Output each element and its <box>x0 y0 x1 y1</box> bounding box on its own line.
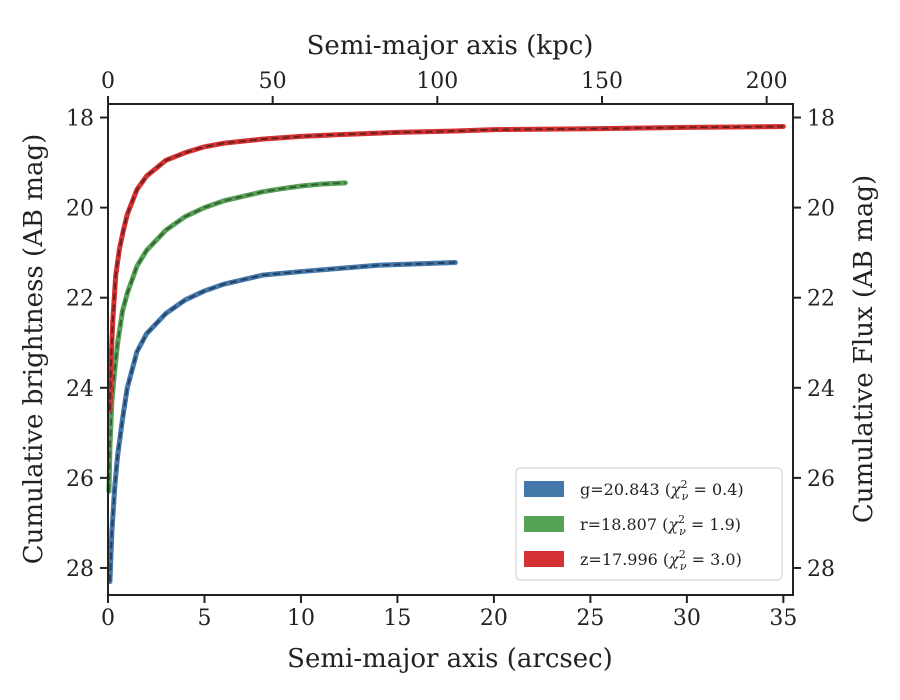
top-x-axis-title: Semi-major axis (kpc) <box>307 31 594 61</box>
y-axis-title: Cumulative brightness (AB mag) <box>19 134 49 565</box>
curves-layer <box>106 124 786 584</box>
legend-swatch-1 <box>524 516 564 532</box>
ticks-layer: 0 5 10 15 20 25 30 35 0 50 100 150 200 18 18 20 20 22 22 24… <box>66 69 835 631</box>
legend-label-2: z=17.996 (χ2 ν = 3.0) <box>580 548 742 573</box>
plot-frame <box>107 103 794 596</box>
right-y-axis-title: Cumulative Flux (AB mag) <box>849 175 879 523</box>
right-y-tick-label: 18 <box>807 107 835 132</box>
series-model-line-0 <box>108 261 456 582</box>
series-line-0 <box>107 260 458 584</box>
right-y-tick-label: 28 <box>807 557 835 582</box>
legend-swatch-2 <box>524 551 564 567</box>
series-model-line-2 <box>108 125 784 411</box>
top-x-tick-label: 0 <box>101 69 115 94</box>
y-tick-label: 22 <box>66 287 94 312</box>
x-axis-title: Semi-major axis (arcsec) <box>287 644 613 674</box>
top-x-tick-label: 200 <box>746 69 788 94</box>
y-tick-label: 20 <box>66 197 94 222</box>
top-x-tick-label: 50 <box>259 69 287 94</box>
x-tick-label: 5 <box>197 606 211 631</box>
x-tick-label: 30 <box>673 606 701 631</box>
right-y-tick-label: 20 <box>807 197 835 222</box>
x-tick-label: 0 <box>101 606 115 631</box>
legend-label-0: g=20.843 (χ2 ν = 0.4) <box>580 478 744 503</box>
legend-swatch-0 <box>524 481 564 497</box>
y-tick-label: 26 <box>66 467 94 492</box>
legend-label-1: r=18.807 (χ2 ν = 1.9) <box>580 513 741 538</box>
series-model-line-1 <box>107 181 346 492</box>
legend: g=20.843 (χ2 ν = 0.4) r=18.807 (χ2 ν = 1.9)… <box>515 467 783 581</box>
top-x-tick-label: 150 <box>581 69 623 94</box>
top-x-tick-label: 100 <box>416 69 458 94</box>
right-y-tick-label: 26 <box>807 467 835 492</box>
right-y-tick-label: 24 <box>807 377 835 402</box>
x-tick-label: 10 <box>287 606 315 631</box>
y-tick-label: 24 <box>66 377 94 402</box>
x-tick-label: 15 <box>383 606 411 631</box>
right-y-tick-label: 22 <box>807 287 835 312</box>
x-tick-label: 20 <box>480 606 508 631</box>
series-line-2 <box>107 124 786 413</box>
legend-box <box>515 467 783 581</box>
x-tick-label: 35 <box>769 606 797 631</box>
x-tick-label: 25 <box>576 606 604 631</box>
y-tick-label: 18 <box>66 107 94 132</box>
y-tick-label: 28 <box>66 557 94 582</box>
